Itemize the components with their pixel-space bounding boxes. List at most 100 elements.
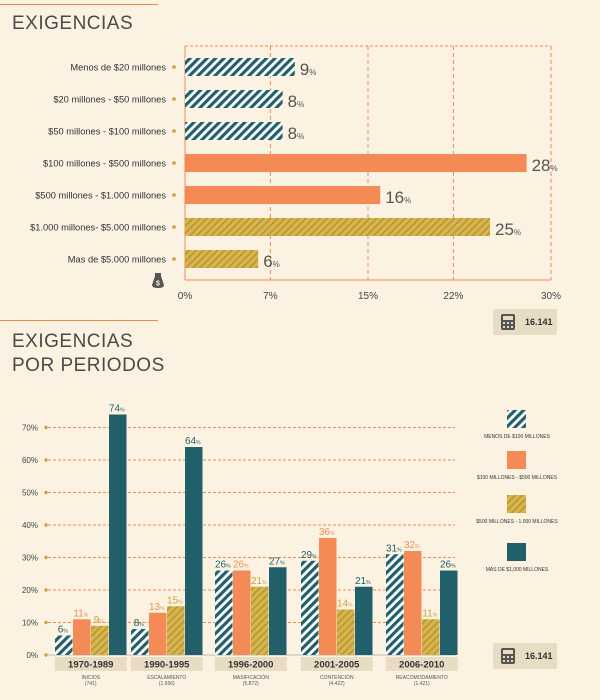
chart1-bar xyxy=(185,154,527,172)
chart2-value-label: 27% xyxy=(269,556,285,567)
chart2-y-tick-dot xyxy=(44,458,48,462)
chart2-value-number: 11 xyxy=(73,608,84,619)
chart2-value-number: 32 xyxy=(404,540,416,551)
chart2-bar xyxy=(215,570,233,655)
chart2-category-box xyxy=(130,657,203,671)
chart2-bar xyxy=(149,612,167,655)
chart2-bar xyxy=(55,635,73,655)
chart2-y-tick-dot xyxy=(44,490,48,495)
chart2-value-label: 11% xyxy=(73,608,88,619)
chart2-bar xyxy=(131,629,149,655)
chart2-value-suffix: % xyxy=(244,564,249,570)
chart2-bar xyxy=(73,619,91,655)
chart1-value-suffix: % xyxy=(309,68,316,77)
chart1-value-suffix: % xyxy=(297,100,304,109)
chart2-value-suffix: % xyxy=(84,612,89,618)
chart2-value-suffix: % xyxy=(120,408,125,414)
chart1-value-number: 16 xyxy=(385,188,404,207)
chart2-y-tick-dot xyxy=(44,425,48,430)
chart1-bar xyxy=(185,122,283,140)
chart1-value-suffix: % xyxy=(273,260,280,269)
chart2-value-suffix: % xyxy=(63,629,68,635)
chart2-value-number: 29 xyxy=(301,550,313,561)
chart2-value-number: 14 xyxy=(337,599,349,610)
chart2-category-label: 1996-2000 xyxy=(228,660,273,671)
chart1-value-label: 9% xyxy=(300,60,317,79)
chart2-legend-label: MENOS DE $100 MILLONES xyxy=(484,434,551,440)
chart2-y-tick-label: 50% xyxy=(22,489,38,498)
chart2-category-box xyxy=(385,657,458,671)
chart1-value-label: 16% xyxy=(385,188,411,207)
chart2-y-tick-dot xyxy=(44,555,48,560)
chart2-category-count: (741) xyxy=(85,681,97,687)
chart1-bar xyxy=(185,250,259,268)
chart2-bar xyxy=(319,538,337,655)
chart2-value-number: 26 xyxy=(440,560,452,571)
chart1-value-number: 8 xyxy=(288,124,297,143)
chart2-y-tick-dot xyxy=(44,620,48,625)
chart1-value-suffix: % xyxy=(297,132,304,141)
chart1-value-suffix: % xyxy=(404,196,411,205)
chart2-value-label: 26% xyxy=(233,560,249,571)
chart2-bar xyxy=(233,570,251,655)
chart2-value-label: 32% xyxy=(404,540,420,551)
chart1-x-tick-label: 15% xyxy=(358,291,378,302)
chart2-value-number: 74 xyxy=(109,404,121,415)
chart1-bar xyxy=(185,58,295,76)
chart2-bar xyxy=(386,554,404,655)
chart2-bar xyxy=(337,609,355,655)
chart2-bar xyxy=(109,414,127,655)
chart2-value-label: 8% xyxy=(134,618,145,629)
chart2-title-line1: EXIGENCIAS xyxy=(12,331,134,352)
chart2-legend-label: MÁS DE $1,000 MILLONES xyxy=(486,566,549,573)
chart2-value-suffix: % xyxy=(178,599,183,605)
chart2-y-tick-label: 30% xyxy=(22,554,38,563)
chart2-legend-swatch xyxy=(507,451,526,469)
chart2-category-label: 2006-2010 xyxy=(399,660,444,671)
chart2-total-badge: 16.141 xyxy=(493,643,557,669)
chart1-total-value: 16.141 xyxy=(525,317,553,327)
chart1-value-label: 28% xyxy=(532,156,558,175)
chart1-value-number: 9 xyxy=(300,60,309,79)
chart2-category-count: (1.656) xyxy=(159,681,175,687)
chart1-category-label: Mas de $5.000 millones xyxy=(68,255,167,265)
chart2-y-tick-label: 10% xyxy=(22,619,38,628)
chart2-bar xyxy=(185,447,203,655)
chart2-value-number: 15 xyxy=(167,595,179,606)
chart1-bar xyxy=(185,218,490,236)
chart2-title-rule xyxy=(0,320,158,321)
chart1-x-tick-label: 30% xyxy=(541,291,561,302)
chart1-value-label: 8% xyxy=(288,92,305,111)
svg-text:$: $ xyxy=(156,281,160,288)
chart2-y-tick-label: 60% xyxy=(22,456,38,465)
chart1-category-dot xyxy=(172,161,176,165)
chart2-value-label: 29% xyxy=(301,550,317,561)
chart1-bar xyxy=(185,90,283,108)
chart2-category-count: (4.422) xyxy=(329,681,345,687)
chart2-category-box xyxy=(300,657,373,671)
chart2-y-tick-label: 0% xyxy=(26,651,38,660)
chart1-category-label: $500 millones - $1.000 millones xyxy=(35,191,166,201)
chart2-bar xyxy=(422,619,440,655)
chart2-category-label: 1990-1995 xyxy=(144,660,190,671)
chart2-value-number: 11 xyxy=(422,608,433,619)
chart1-category-label: $20 millones - $50 millones xyxy=(53,95,166,105)
chart2-bar xyxy=(91,625,109,655)
chart2-category-sublabel: REACOMODAMIENTO xyxy=(396,675,448,681)
chart1-value-suffix: % xyxy=(514,228,521,237)
chart2-value-label: 9% xyxy=(94,615,105,626)
chart2-value-suffix: % xyxy=(433,612,438,618)
chart2-value-suffix: % xyxy=(397,547,402,553)
chart2-value-label: 74% xyxy=(109,404,125,415)
chart2-legend-swatch xyxy=(507,495,526,513)
chart1-category-dot xyxy=(172,129,176,133)
chart2-category-box xyxy=(54,657,127,671)
chart2-value-number: 26 xyxy=(233,560,245,571)
chart1-total-badge: 16.141 xyxy=(493,309,557,335)
chart2-bar xyxy=(301,560,319,655)
chart2-value-number: 64 xyxy=(185,436,197,447)
chart2-value-suffix: % xyxy=(280,560,285,566)
chart2-value-number: 21 xyxy=(355,576,367,587)
chart1-category-dot xyxy=(172,193,176,197)
